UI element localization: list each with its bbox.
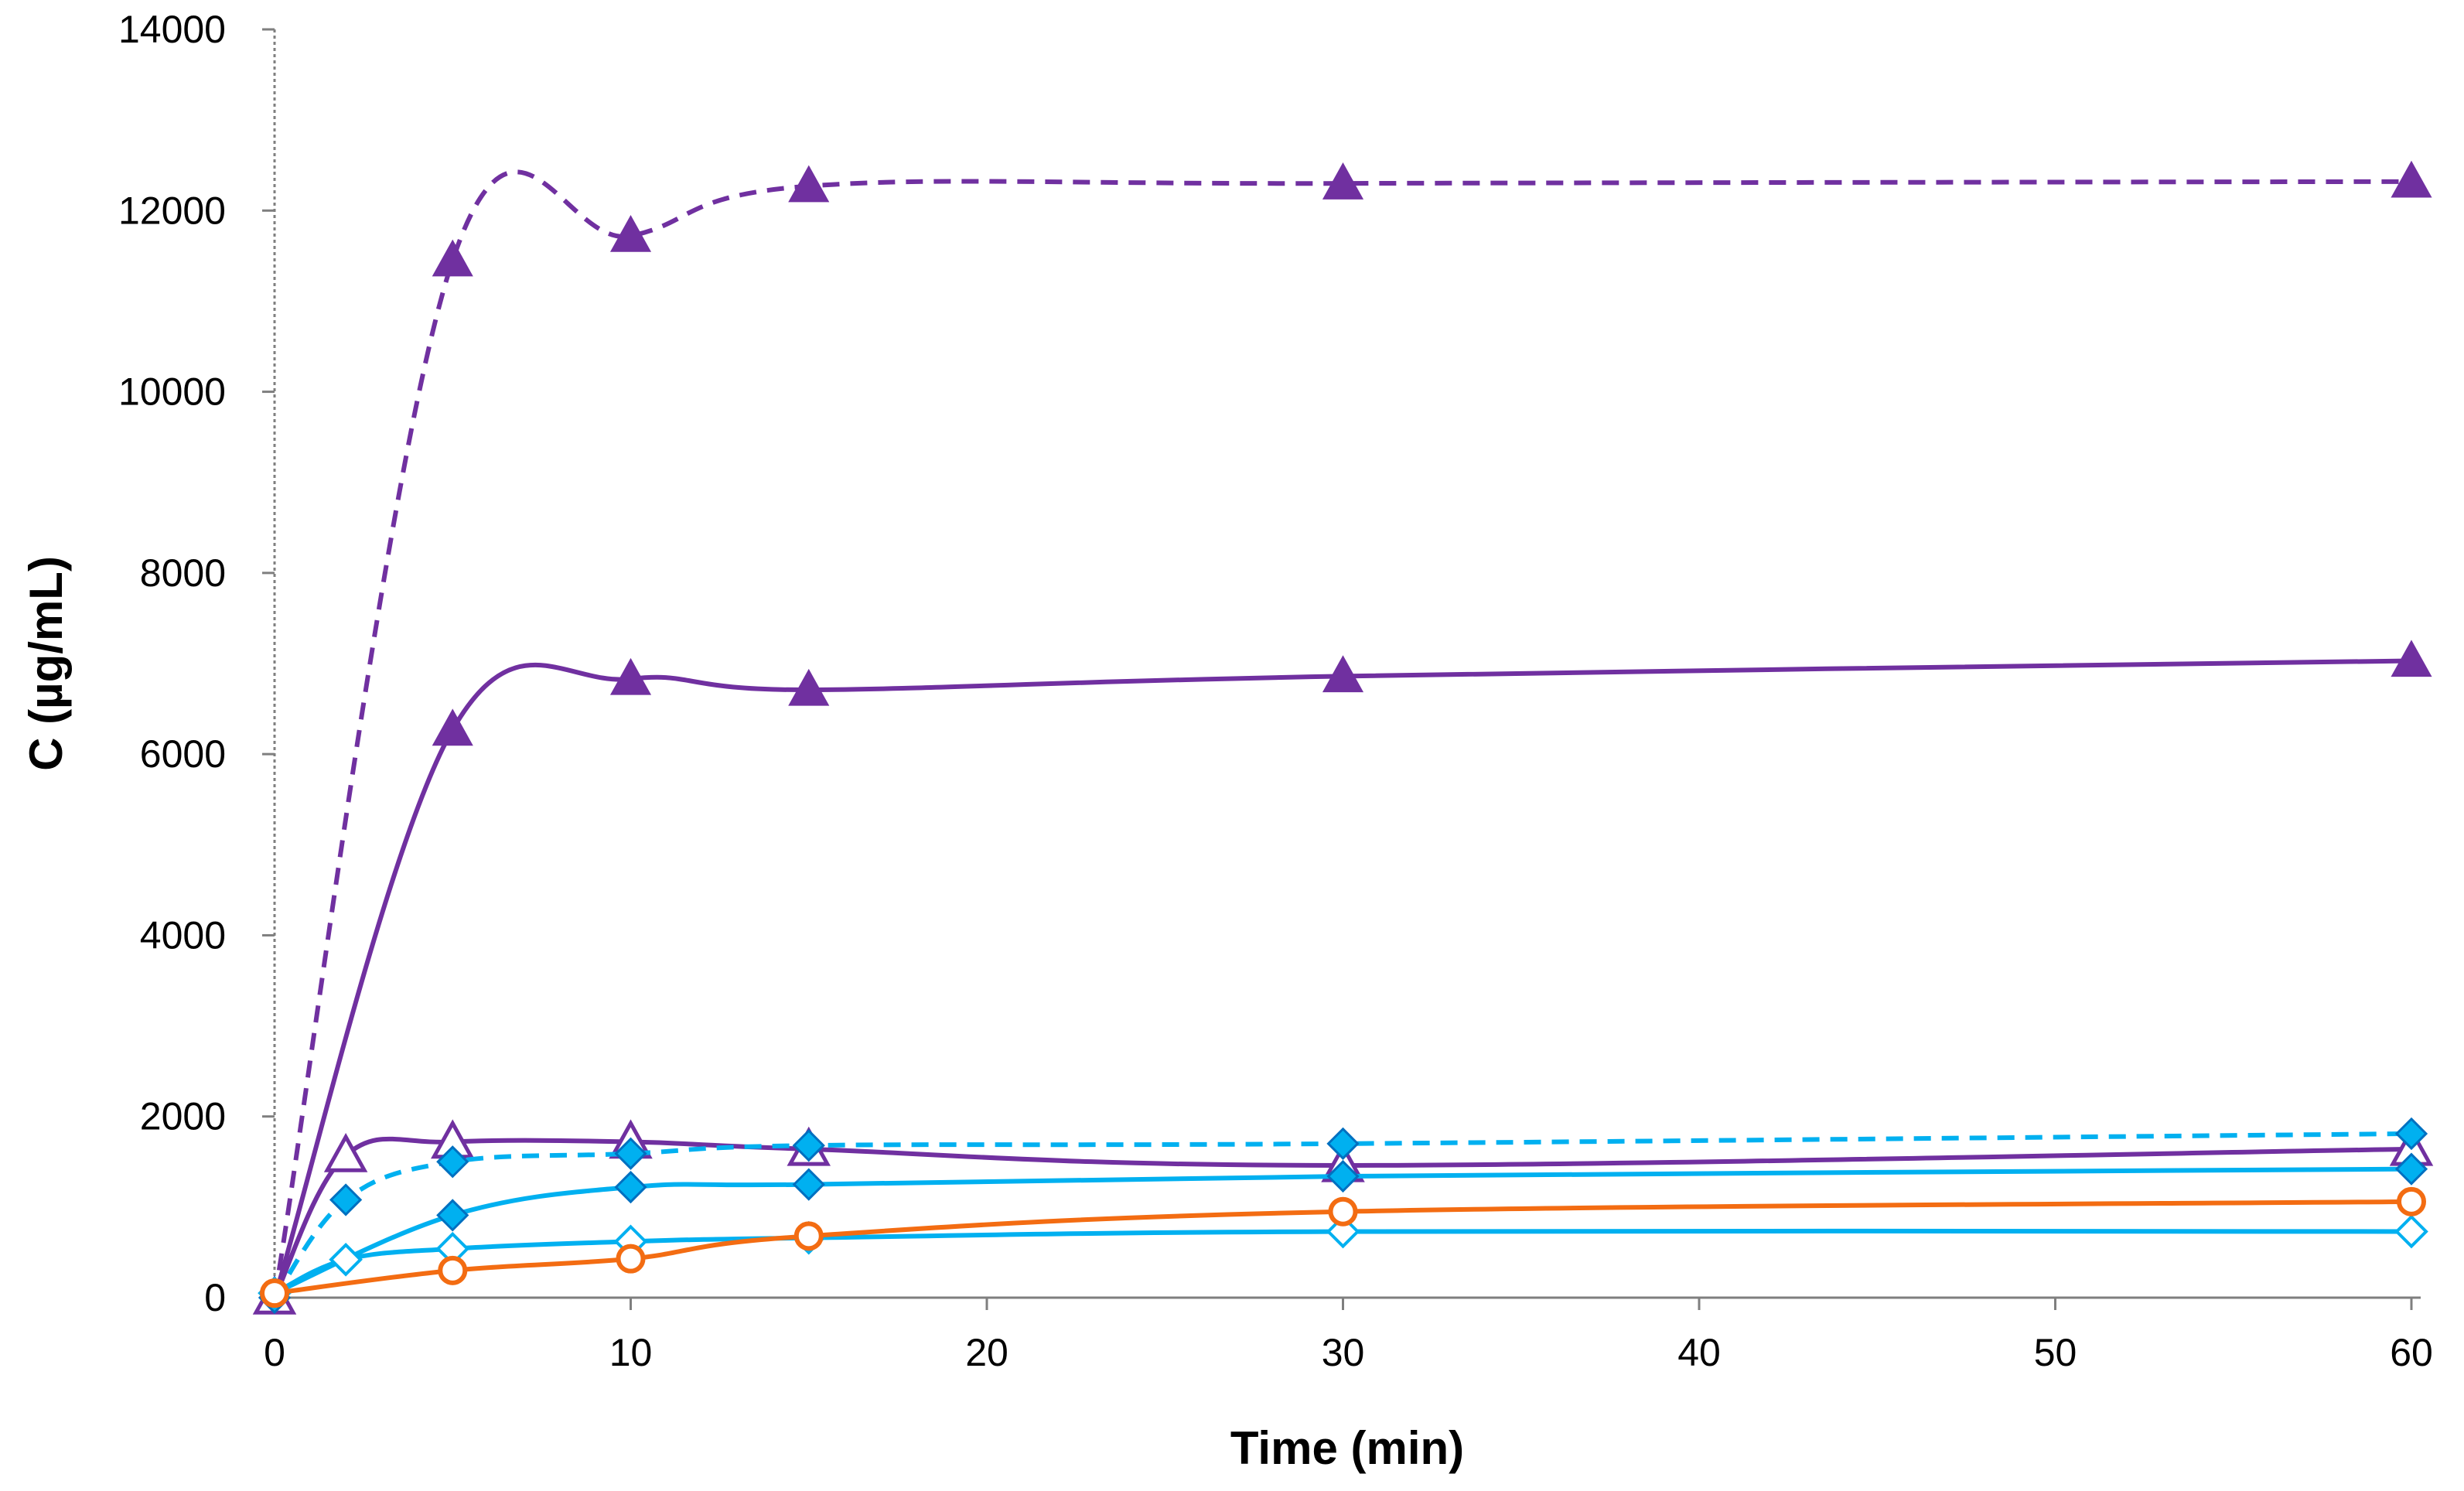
x-tick-label: 30	[1322, 1331, 1365, 1374]
x-tick-label: 50	[2034, 1331, 2077, 1374]
data-point-diamond	[792, 1168, 825, 1201]
data-point-circle	[2397, 1186, 2426, 1216]
series-line	[273, 1166, 2412, 1295]
data-point-circle	[438, 1255, 468, 1285]
x-axis-title: Time (min)	[1230, 1422, 1464, 1474]
series-line	[274, 1199, 2412, 1296]
data-point-diamond	[436, 1199, 469, 1232]
data-point-triangle	[1322, 162, 1364, 200]
y-tick-label: 4000	[140, 913, 226, 957]
data-point-circle	[1328, 1196, 1358, 1227]
y-tick-label: 12000	[118, 189, 226, 232]
data-point-diamond	[2394, 1117, 2428, 1151]
data-point-circle	[260, 1278, 289, 1308]
data-point-diamond	[614, 1137, 647, 1170]
data-point-triangle	[432, 239, 473, 277]
data-point-triangle	[788, 165, 830, 203]
data-point-diamond	[2394, 1214, 2428, 1249]
data-point-triangle	[323, 1132, 368, 1172]
x-tick-label: 10	[609, 1331, 653, 1374]
data-point-diamond	[614, 1170, 647, 1204]
data-point-triangle	[609, 214, 652, 252]
data-point-diamond	[329, 1183, 363, 1216]
x-tick-label: 0	[264, 1331, 285, 1374]
data-point-triangle	[432, 708, 473, 746]
series-line	[272, 169, 2412, 1298]
x-axis-ticks: 0 10 20 30 40 50 60	[264, 1298, 2433, 1374]
data-point-diamond	[1326, 1127, 1360, 1160]
data-point-diamond	[2394, 1152, 2428, 1186]
data-point-circle	[616, 1244, 646, 1274]
y-tick-label: 6000	[140, 732, 226, 776]
y-tick-label: 0	[204, 1276, 226, 1319]
y-tick-label: 14000	[118, 8, 226, 51]
x-tick-label: 60	[2390, 1331, 2433, 1374]
data-point-triangle	[2391, 160, 2432, 198]
data-point-triangle	[788, 668, 830, 706]
data-point-triangle	[609, 657, 652, 695]
data-point-triangle	[2391, 640, 2432, 677]
y-tick-label: 10000	[118, 370, 226, 414]
data-point-diamond	[436, 1145, 469, 1179]
data-point-circle	[793, 1221, 824, 1251]
data-point-diamond	[792, 1129, 825, 1162]
data-point-triangle	[1322, 655, 1364, 693]
data-point-diamond	[329, 1242, 363, 1277]
y-tick-label: 8000	[140, 551, 226, 595]
data-point-diamond	[1326, 1159, 1360, 1193]
series-layer	[252, 160, 2434, 1315]
series-line	[273, 1228, 2412, 1295]
series-7	[260, 1186, 2426, 1308]
series-5	[258, 1152, 2428, 1310]
y-axis-title: C (µg/mL)	[20, 556, 72, 771]
y-tick-label: 2000	[140, 1095, 226, 1138]
x-tick-label: 20	[965, 1331, 1008, 1374]
y-axis-ticks: 0 2000 4000 6000 8000 10000 12000 14000	[118, 8, 275, 1319]
series-4	[258, 1117, 2428, 1315]
x-tick-label: 40	[1677, 1331, 1721, 1374]
